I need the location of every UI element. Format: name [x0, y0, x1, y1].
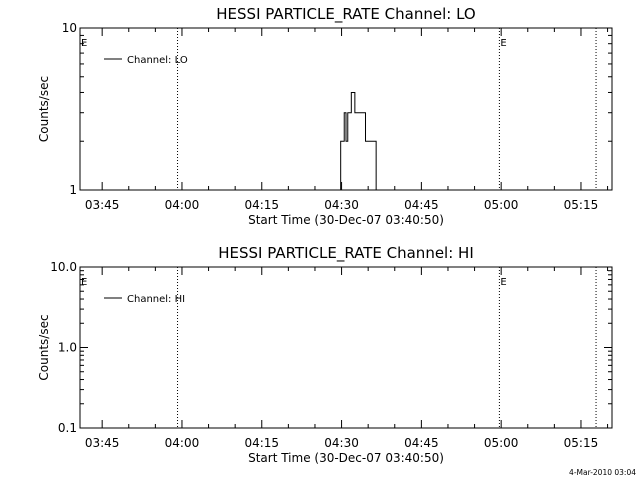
x-tick-label: 04:30 — [324, 198, 359, 212]
x-tick-label: 04:15 — [244, 198, 279, 212]
x-axis-label: Start Time (30-Dec-07 03:40:50) — [248, 213, 444, 227]
footer-timestamp: 4-Mar-2010 03:04 — [569, 468, 636, 477]
event-marker-label: E — [81, 277, 87, 288]
x-tick-label: 04:15 — [244, 436, 279, 450]
chart-title: HESSI PARTICLE_RATE Channel: HI — [218, 244, 474, 263]
plot-frame — [79, 27, 613, 191]
x-axis-label: Start Time (30-Dec-07 03:40:50) — [248, 451, 444, 465]
y-axis-label: Counts/sec — [37, 314, 51, 380]
y-tick-label: 10 — [62, 21, 77, 35]
x-tick-label: 04:00 — [165, 198, 200, 212]
x-tick-label: 05:15 — [564, 198, 599, 212]
x-tick-label: 04:45 — [404, 436, 439, 450]
event-marker-label: E — [81, 38, 87, 49]
panel-hi: HESSI PARTICLE_RATE Channel: HI Counts/se… — [37, 244, 613, 465]
x-tick-label: 05:00 — [484, 198, 519, 212]
y-tick-label: 10.0 — [50, 260, 77, 274]
x-tick-label: 03:45 — [85, 198, 120, 212]
y-axis-label: Counts/sec — [37, 76, 51, 142]
x-tick-label: 03:45 — [85, 436, 120, 450]
series-line — [338, 91, 378, 191]
event-marker-label: E — [500, 38, 506, 49]
y-tick-label: 1 — [69, 183, 77, 197]
y-tick-label: 0.1 — [58, 421, 77, 435]
x-tick-label: 04:30 — [324, 436, 359, 450]
chart-title: HESSI PARTICLE_RATE Channel: LO — [216, 5, 475, 24]
panel-lo: HESSI PARTICLE_RATE Channel: LO Counts/se… — [37, 5, 613, 227]
legend-label: Channel: LO — [127, 55, 188, 66]
x-tick-label: 05:15 — [564, 436, 599, 450]
y-tick-label: 1.0 — [58, 341, 77, 355]
plot-frame — [79, 266, 613, 429]
x-tick-label: 04:45 — [404, 198, 439, 212]
x-tick-label: 05:00 — [484, 436, 519, 450]
x-tick-label: 04:00 — [165, 436, 200, 450]
legend-label: Channel: HI — [127, 294, 185, 305]
event-marker-label: E — [500, 277, 506, 288]
